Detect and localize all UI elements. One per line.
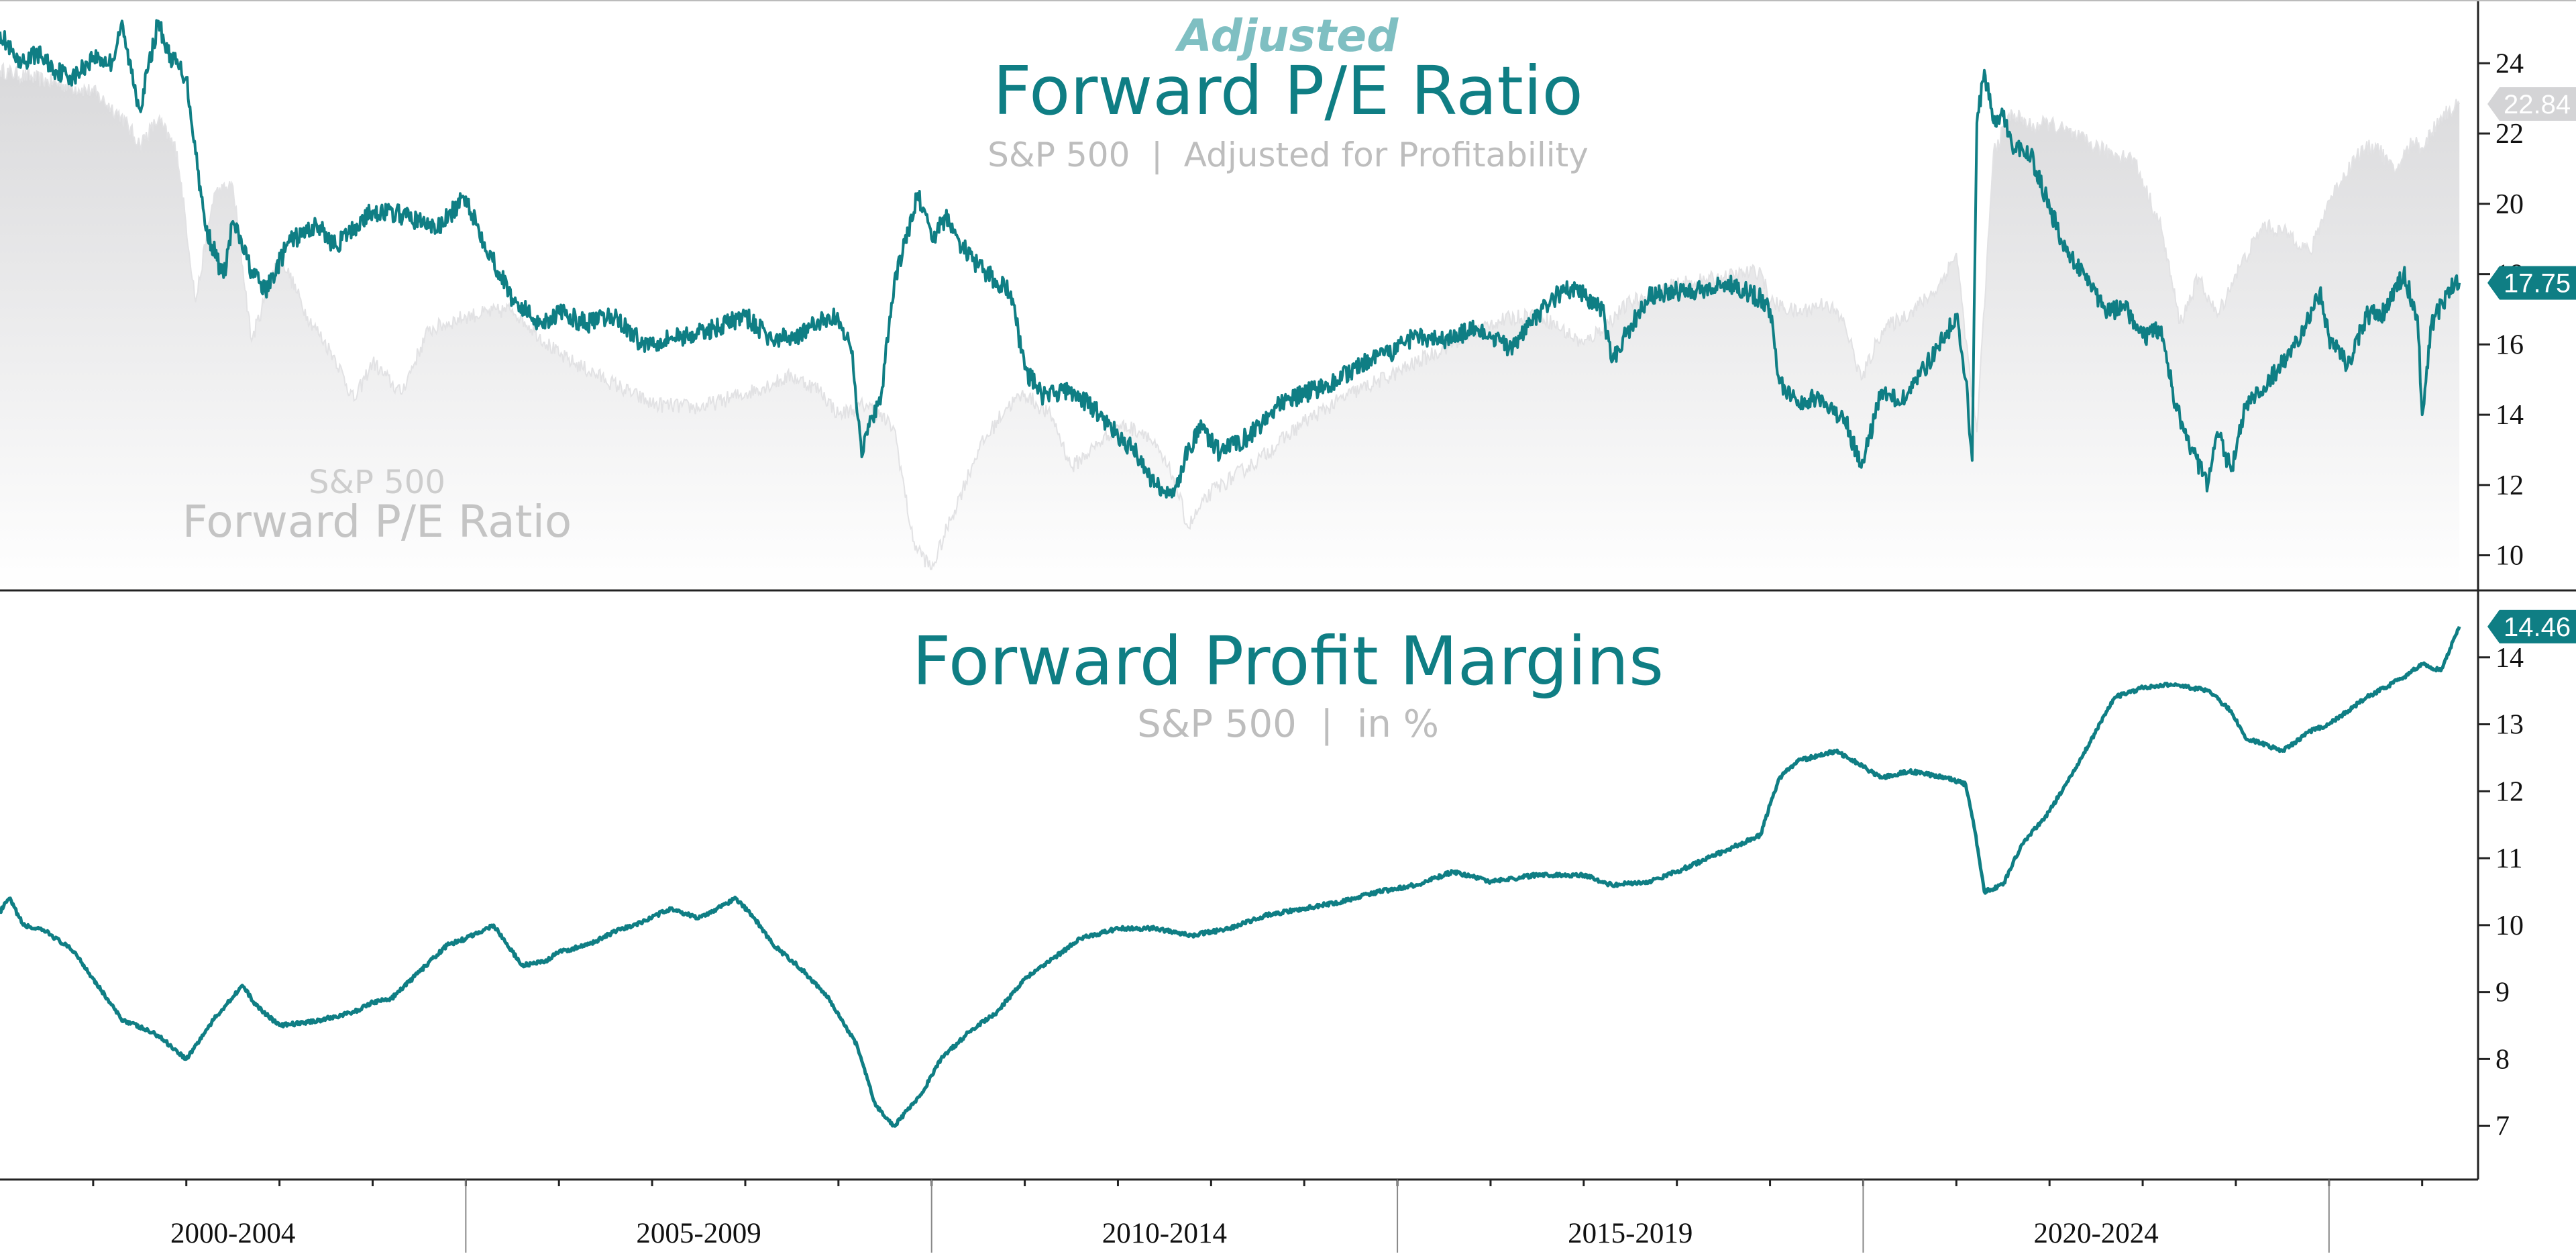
pe-y-tick-label: 22 xyxy=(2496,119,2524,150)
period-label-2010-2014: 2010-2014 xyxy=(1102,1218,1227,1249)
margins-last-value-tag-bg xyxy=(2487,609,2576,643)
top-subtitle: S&P 500 | Adjusted for Profitability xyxy=(987,136,1589,174)
pe-y-tick-label: 16 xyxy=(2496,329,2524,360)
profit-margins-line xyxy=(0,626,2461,1128)
pe-y-tick-label: 20 xyxy=(2496,189,2524,220)
pe-last-value-tag-bg xyxy=(2487,87,2576,121)
margin-y-tick-label: 12 xyxy=(2496,776,2524,807)
margin-y-tick-label: 9 xyxy=(2496,978,2510,1008)
bottom-subtitle: S&P 500 | in % xyxy=(1137,702,1439,746)
margin-y-tick-label: 11 xyxy=(2496,843,2522,874)
margins-last-value-tag: 14.46 xyxy=(2504,613,2571,642)
adjusted-pe-last-value-tag: 17.75 xyxy=(2504,269,2571,299)
adjusted-pe-line xyxy=(0,19,2461,499)
period-label-2005-2009: 2005-2009 xyxy=(636,1218,761,1249)
pe-y-tick-label: 14 xyxy=(2496,400,2524,431)
margin-y-tick-label: 8 xyxy=(2496,1044,2510,1075)
lines-layer xyxy=(0,19,2461,1128)
bottom-title: Forward Profit Margins xyxy=(912,622,1664,700)
period-label-2015-2019: 2015-2019 xyxy=(1568,1218,1693,1249)
pe-area-fill xyxy=(0,64,2460,591)
pe-y-tick-label: 24 xyxy=(2496,48,2524,79)
top-kicker: Adjusted xyxy=(1175,10,1399,62)
pe-area-layer xyxy=(0,62,2461,591)
period-label-2000-2004: 2000-2004 xyxy=(170,1218,295,1249)
period-label-2020-2024: 2020-2024 xyxy=(2033,1218,2158,1249)
pe-y-tick-label: 10 xyxy=(2496,541,2524,572)
overlay-small: S&P 500 xyxy=(309,464,445,501)
margin-y-tick-label: 7 xyxy=(2496,1111,2510,1142)
pe-y-tick-label: 12 xyxy=(2496,470,2524,501)
overlay-large: Forward P/E Ratio xyxy=(182,496,572,547)
pe-area-edge xyxy=(0,62,2461,570)
margin-y-tick-label: 14 xyxy=(2496,643,2524,674)
margin-y-tick-label: 13 xyxy=(2496,710,2524,741)
adjusted-pe-last-value-tag-bg xyxy=(2487,266,2576,300)
pe-last-value-tag: 22.84 xyxy=(2504,90,2571,119)
top-title: Forward P/E Ratio xyxy=(993,52,1583,130)
margin-y-tick-label: 10 xyxy=(2496,910,2524,941)
